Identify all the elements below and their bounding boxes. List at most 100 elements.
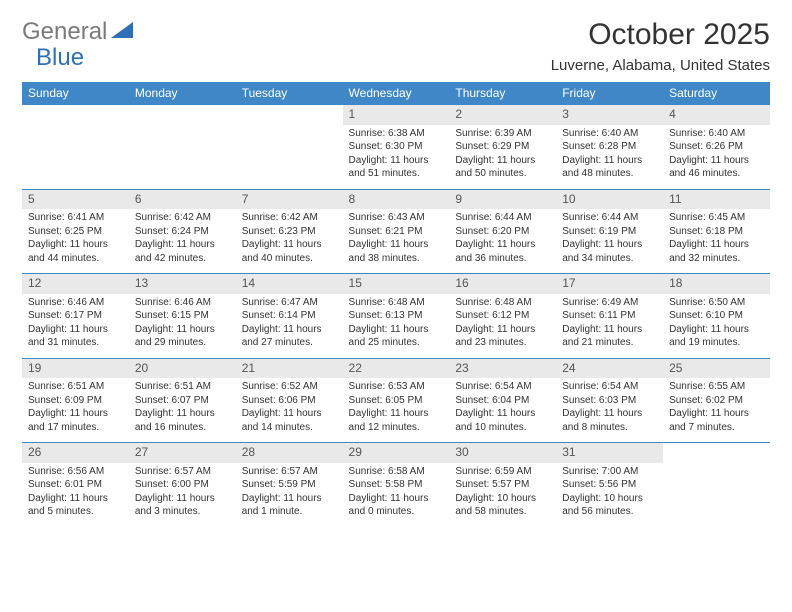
calendar-day-cell: 8Sunrise: 6:43 AMSunset: 6:21 PMDaylight… bbox=[343, 189, 450, 274]
day-details: Sunrise: 6:48 AMSunset: 6:13 PMDaylight:… bbox=[343, 294, 450, 358]
day-details: Sunrise: 6:40 AMSunset: 6:26 PMDaylight:… bbox=[663, 125, 770, 189]
calendar-day-cell: 27Sunrise: 6:57 AMSunset: 6:00 PMDayligh… bbox=[129, 443, 236, 527]
day-number: 24 bbox=[556, 359, 663, 379]
daylight-text: Daylight: 11 hours and 25 minutes. bbox=[349, 323, 444, 350]
sunrise-text: Sunrise: 6:53 AM bbox=[349, 380, 444, 394]
weekday-header: Wednesday bbox=[343, 82, 450, 105]
day-details: Sunrise: 7:00 AMSunset: 5:56 PMDaylight:… bbox=[556, 463, 663, 527]
daylight-text: Daylight: 11 hours and 1 minute. bbox=[242, 492, 337, 519]
day-details bbox=[663, 463, 770, 487]
calendar-day-cell: 5Sunrise: 6:41 AMSunset: 6:25 PMDaylight… bbox=[22, 189, 129, 274]
sunset-text: Sunset: 6:29 PM bbox=[455, 140, 550, 154]
calendar-day-cell: 17Sunrise: 6:49 AMSunset: 6:11 PMDayligh… bbox=[556, 274, 663, 359]
day-number: 22 bbox=[343, 359, 450, 379]
calendar-day-cell: 20Sunrise: 6:51 AMSunset: 6:07 PMDayligh… bbox=[129, 358, 236, 443]
calendar-day-cell: 1Sunrise: 6:38 AMSunset: 6:30 PMDaylight… bbox=[343, 105, 450, 190]
day-details bbox=[129, 125, 236, 149]
day-details: Sunrise: 6:53 AMSunset: 6:05 PMDaylight:… bbox=[343, 378, 450, 442]
day-number: 4 bbox=[663, 105, 770, 125]
location-text: Luverne, Alabama, United States bbox=[551, 57, 770, 74]
day-details: Sunrise: 6:56 AMSunset: 6:01 PMDaylight:… bbox=[22, 463, 129, 527]
day-number: 26 bbox=[22, 443, 129, 463]
sunrise-text: Sunrise: 6:44 AM bbox=[455, 211, 550, 225]
day-number: 18 bbox=[663, 274, 770, 294]
sunset-text: Sunset: 6:23 PM bbox=[242, 225, 337, 239]
day-number: 3 bbox=[556, 105, 663, 125]
day-number: 15 bbox=[343, 274, 450, 294]
calendar-day-cell bbox=[236, 105, 343, 190]
calendar-day-cell bbox=[663, 443, 770, 527]
sunset-text: Sunset: 6:01 PM bbox=[28, 478, 123, 492]
day-number: 5 bbox=[22, 190, 129, 210]
day-number: 21 bbox=[236, 359, 343, 379]
daylight-text: Daylight: 11 hours and 50 minutes. bbox=[455, 154, 550, 181]
sunrise-text: Sunrise: 6:56 AM bbox=[28, 465, 123, 479]
sunset-text: Sunset: 6:17 PM bbox=[28, 309, 123, 323]
day-details: Sunrise: 6:51 AMSunset: 6:07 PMDaylight:… bbox=[129, 378, 236, 442]
calendar-day-cell: 6Sunrise: 6:42 AMSunset: 6:24 PMDaylight… bbox=[129, 189, 236, 274]
logo-word1: General bbox=[22, 18, 107, 46]
day-details: Sunrise: 6:59 AMSunset: 5:57 PMDaylight:… bbox=[449, 463, 556, 527]
day-number: 20 bbox=[129, 359, 236, 379]
sunset-text: Sunset: 6:21 PM bbox=[349, 225, 444, 239]
sunrise-text: Sunrise: 6:51 AM bbox=[135, 380, 230, 394]
day-details: Sunrise: 6:42 AMSunset: 6:23 PMDaylight:… bbox=[236, 209, 343, 273]
calendar-day-cell: 28Sunrise: 6:57 AMSunset: 5:59 PMDayligh… bbox=[236, 443, 343, 527]
calendar-week-row: 12Sunrise: 6:46 AMSunset: 6:17 PMDayligh… bbox=[22, 274, 770, 359]
day-number: 6 bbox=[129, 190, 236, 210]
calendar-day-cell: 12Sunrise: 6:46 AMSunset: 6:17 PMDayligh… bbox=[22, 274, 129, 359]
day-number: 27 bbox=[129, 443, 236, 463]
day-number: 23 bbox=[449, 359, 556, 379]
weekday-header: Tuesday bbox=[236, 82, 343, 105]
sunrise-text: Sunrise: 6:57 AM bbox=[135, 465, 230, 479]
day-details: Sunrise: 6:45 AMSunset: 6:18 PMDaylight:… bbox=[663, 209, 770, 273]
daylight-text: Daylight: 11 hours and 10 minutes. bbox=[455, 407, 550, 434]
sunrise-text: Sunrise: 6:42 AM bbox=[242, 211, 337, 225]
calendar-day-cell: 15Sunrise: 6:48 AMSunset: 6:13 PMDayligh… bbox=[343, 274, 450, 359]
sunset-text: Sunset: 6:11 PM bbox=[562, 309, 657, 323]
calendar-week-row: 19Sunrise: 6:51 AMSunset: 6:09 PMDayligh… bbox=[22, 358, 770, 443]
calendar-week-row: 1Sunrise: 6:38 AMSunset: 6:30 PMDaylight… bbox=[22, 105, 770, 190]
calendar-body: 1Sunrise: 6:38 AMSunset: 6:30 PMDaylight… bbox=[22, 105, 770, 527]
calendar-day-cell: 21Sunrise: 6:52 AMSunset: 6:06 PMDayligh… bbox=[236, 358, 343, 443]
weekday-header: Thursday bbox=[449, 82, 556, 105]
weekday-header: Sunday bbox=[22, 82, 129, 105]
daylight-text: Daylight: 11 hours and 19 minutes. bbox=[669, 323, 764, 350]
day-number: 28 bbox=[236, 443, 343, 463]
sunrise-text: Sunrise: 6:54 AM bbox=[455, 380, 550, 394]
day-details bbox=[22, 125, 129, 149]
calendar-day-cell: 25Sunrise: 6:55 AMSunset: 6:02 PMDayligh… bbox=[663, 358, 770, 443]
sunrise-text: Sunrise: 6:50 AM bbox=[669, 296, 764, 310]
day-number: 25 bbox=[663, 359, 770, 379]
calendar-week-row: 26Sunrise: 6:56 AMSunset: 6:01 PMDayligh… bbox=[22, 443, 770, 527]
calendar-day-cell bbox=[129, 105, 236, 190]
daylight-text: Daylight: 10 hours and 58 minutes. bbox=[455, 492, 550, 519]
day-details: Sunrise: 6:40 AMSunset: 6:28 PMDaylight:… bbox=[556, 125, 663, 189]
sunset-text: Sunset: 5:56 PM bbox=[562, 478, 657, 492]
day-details: Sunrise: 6:46 AMSunset: 6:15 PMDaylight:… bbox=[129, 294, 236, 358]
day-details: Sunrise: 6:51 AMSunset: 6:09 PMDaylight:… bbox=[22, 378, 129, 442]
sunrise-text: Sunrise: 6:45 AM bbox=[669, 211, 764, 225]
daylight-text: Daylight: 11 hours and 31 minutes. bbox=[28, 323, 123, 350]
day-details: Sunrise: 6:50 AMSunset: 6:10 PMDaylight:… bbox=[663, 294, 770, 358]
weekday-header: Monday bbox=[129, 82, 236, 105]
day-number: 16 bbox=[449, 274, 556, 294]
sunset-text: Sunset: 6:14 PM bbox=[242, 309, 337, 323]
daylight-text: Daylight: 11 hours and 5 minutes. bbox=[28, 492, 123, 519]
logo-mark-icon bbox=[111, 20, 137, 45]
day-number: 11 bbox=[663, 190, 770, 210]
calendar-day-cell: 26Sunrise: 6:56 AMSunset: 6:01 PMDayligh… bbox=[22, 443, 129, 527]
day-number: 10 bbox=[556, 190, 663, 210]
day-details: Sunrise: 6:39 AMSunset: 6:29 PMDaylight:… bbox=[449, 125, 556, 189]
sunset-text: Sunset: 6:19 PM bbox=[562, 225, 657, 239]
sunset-text: Sunset: 6:18 PM bbox=[669, 225, 764, 239]
daylight-text: Daylight: 11 hours and 8 minutes. bbox=[562, 407, 657, 434]
calendar-day-cell: 14Sunrise: 6:47 AMSunset: 6:14 PMDayligh… bbox=[236, 274, 343, 359]
day-details: Sunrise: 6:55 AMSunset: 6:02 PMDaylight:… bbox=[663, 378, 770, 442]
daylight-text: Daylight: 11 hours and 7 minutes. bbox=[669, 407, 764, 434]
day-details: Sunrise: 6:54 AMSunset: 6:04 PMDaylight:… bbox=[449, 378, 556, 442]
calendar-week-row: 5Sunrise: 6:41 AMSunset: 6:25 PMDaylight… bbox=[22, 189, 770, 274]
daylight-text: Daylight: 11 hours and 21 minutes. bbox=[562, 323, 657, 350]
sunrise-text: Sunrise: 6:38 AM bbox=[349, 127, 444, 141]
daylight-text: Daylight: 11 hours and 29 minutes. bbox=[135, 323, 230, 350]
